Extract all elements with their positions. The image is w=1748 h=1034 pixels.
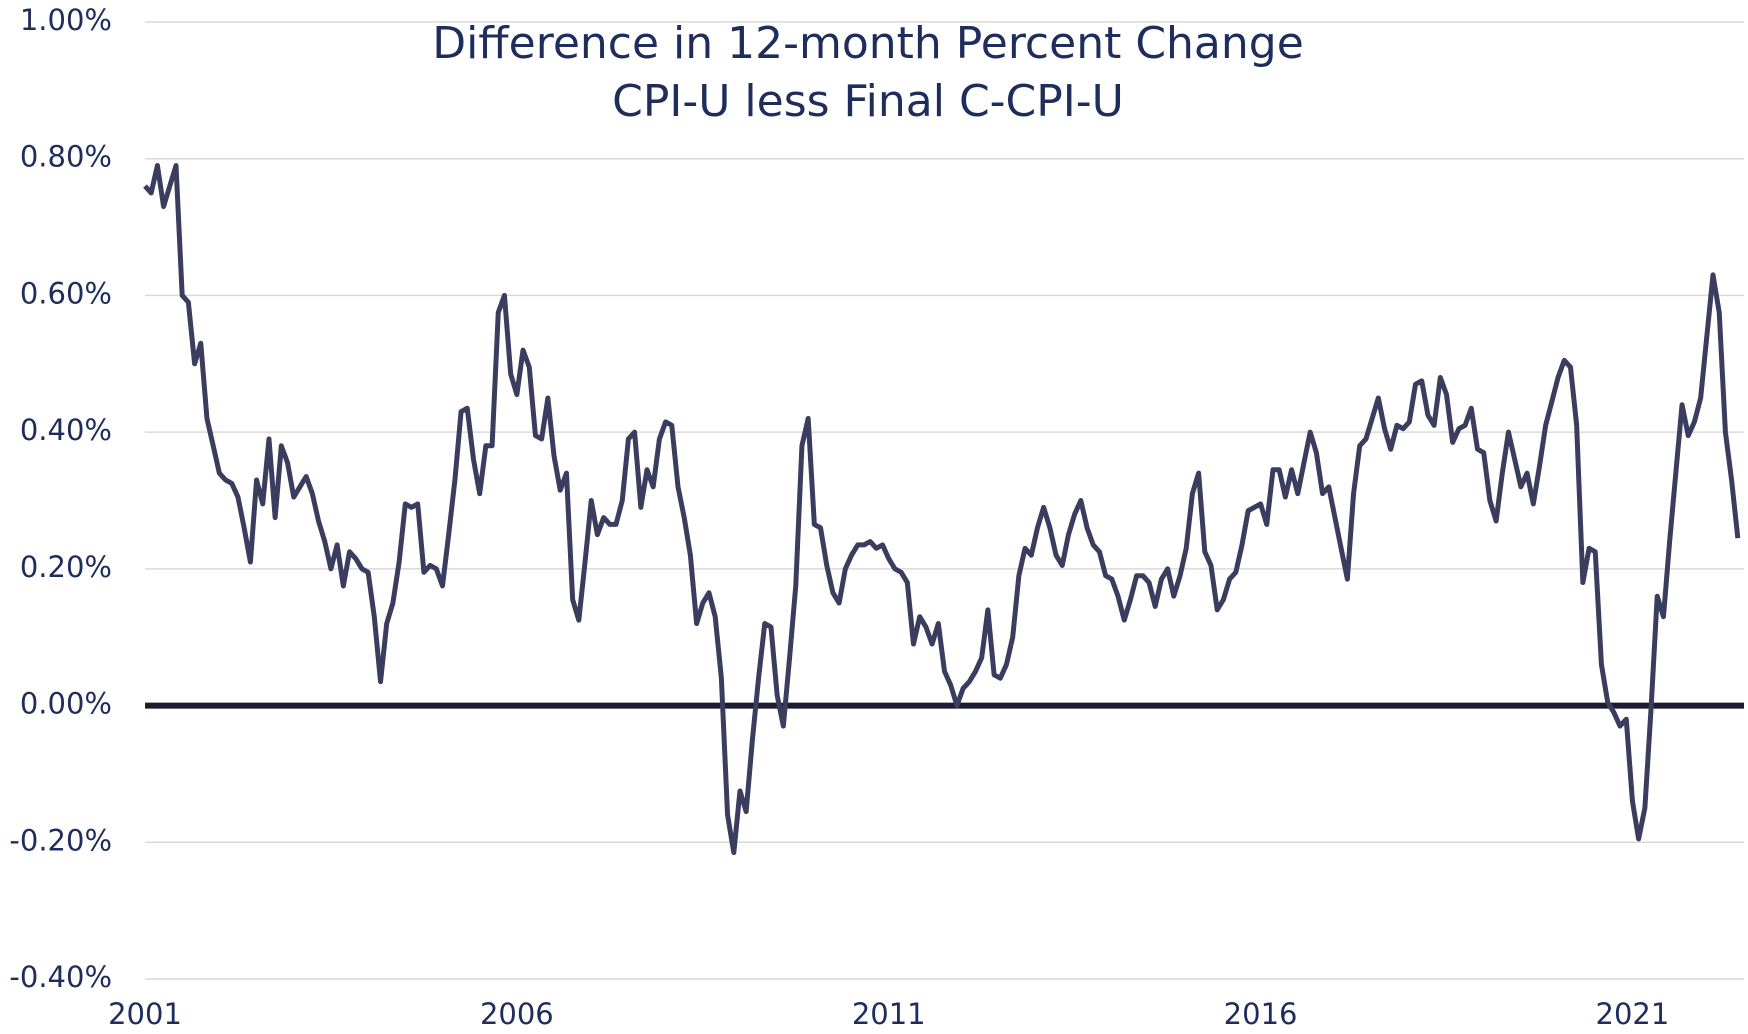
plot	[143, 163, 1744, 856]
grid	[145, 21, 1744, 980]
x-tick-label: 2016	[1224, 997, 1298, 1031]
x-tick-label: 2011	[852, 997, 926, 1031]
y-tick-label: 0.00%	[20, 687, 112, 721]
y-tick-label: -0.40%	[9, 960, 112, 994]
x-tick-label: 2006	[480, 997, 554, 1031]
x-tick-label: 2001	[108, 997, 182, 1031]
data-line	[143, 163, 1741, 856]
chart-subtitle: CPI-U less Final C-CPI-U	[612, 76, 1124, 127]
y-tick-label: 1.00%	[20, 3, 112, 37]
x-tick-label: 2021	[1596, 997, 1670, 1031]
chart-title: Difference in 12-month Percent Change	[432, 18, 1304, 69]
y-tick-label: -0.20%	[9, 823, 112, 857]
y-tick-label: 0.40%	[20, 413, 112, 447]
y-tick-label: 0.80%	[20, 140, 112, 174]
y-tick-label: 0.20%	[20, 550, 112, 584]
y-tick-label: 0.60%	[20, 276, 112, 310]
